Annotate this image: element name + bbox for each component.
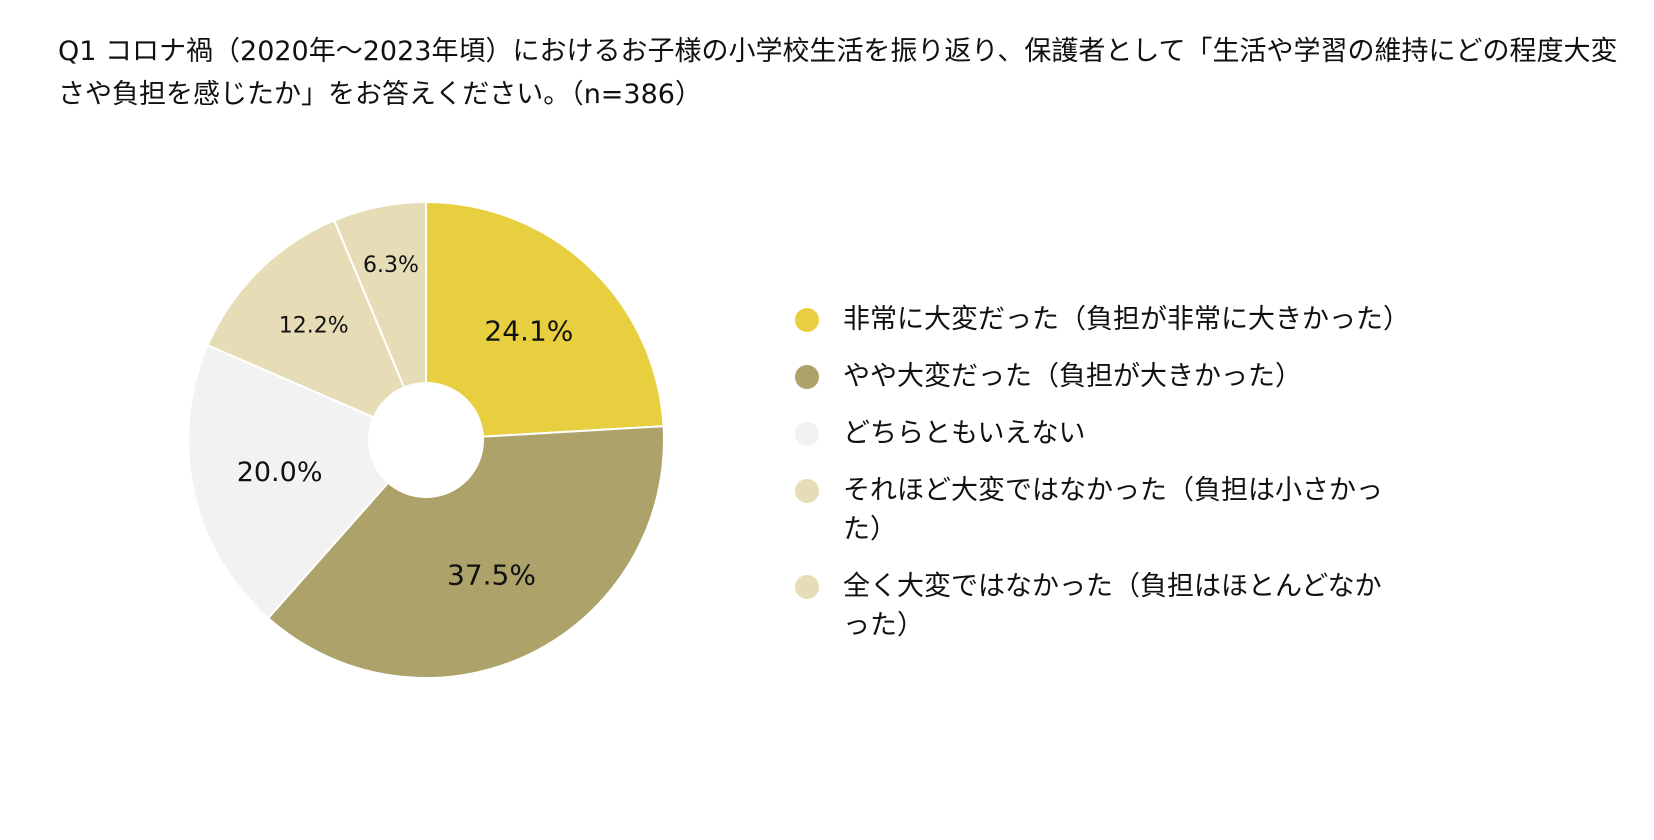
legend-label: 全く大変ではなかった（負担はほとんどなかった） — [843, 571, 1382, 641]
legend-marker-icon — [795, 308, 819, 332]
question-title: Q1 コロナ禍（2020年～2023年頃）におけるお子様の小学校生活を振り返り、… — [58, 36, 1618, 110]
legend-item-somewhat-hard: やや大変だった（負担が大きかった） — [795, 357, 1415, 396]
legend-marker-icon — [795, 422, 819, 446]
pie-data-label-3: 20.0% — [237, 457, 323, 488]
legend-item-very-hard: 非常に大変だった（負担が非常に大きかった） — [795, 300, 1415, 339]
pie-data-label-5: 6.3% — [363, 253, 419, 278]
pie-data-label-4: 12.2% — [279, 314, 349, 339]
legend-item-neutral: どちらともいえない — [795, 414, 1415, 453]
pie-slice-1 — [425, 200, 665, 442]
pie-slice-5 — [333, 200, 427, 441]
pie-chart-svg: 24.1% 37.5% 20.0% 12.2% 6.3% — [187, 200, 665, 679]
pie-slice-3 — [187, 343, 428, 620]
pie-slice-4 — [206, 219, 428, 442]
pie-slice-2 — [266, 425, 665, 679]
pie-slices — [187, 200, 665, 679]
pie-data-label-1: 24.1% — [484, 314, 573, 347]
legend-label: やや大変だった（負担が大きかった） — [843, 361, 1302, 392]
legend-marker-icon — [795, 575, 819, 599]
legend-item-not-hard-at-all: 全く大変ではなかった（負担はほとんどなかった） — [795, 567, 1415, 645]
legend-label: それほど大変ではなかった（負担は小さかった） — [843, 475, 1383, 545]
legend-label: 非常に大変だった（負担が非常に大きかった） — [843, 304, 1410, 335]
legend-marker-icon — [795, 365, 819, 389]
legend-item-not-very-hard: それほど大変ではなかった（負担は小さかった） — [795, 471, 1415, 549]
legend-label: どちらともいえない — [843, 418, 1086, 449]
chart-legend: 非常に大変だった（負担が非常に大きかった） やや大変だった（負担が大きかった） … — [795, 300, 1415, 663]
donut-hole — [368, 382, 484, 498]
legend-marker-icon — [795, 479, 819, 503]
pie-data-labels: 24.1% 37.5% 20.0% 12.2% 6.3% — [237, 253, 574, 591]
pie-chart: 24.1% 37.5% 20.0% 12.2% 6.3% — [180, 200, 700, 720]
pie-data-label-2: 37.5% — [447, 558, 536, 591]
